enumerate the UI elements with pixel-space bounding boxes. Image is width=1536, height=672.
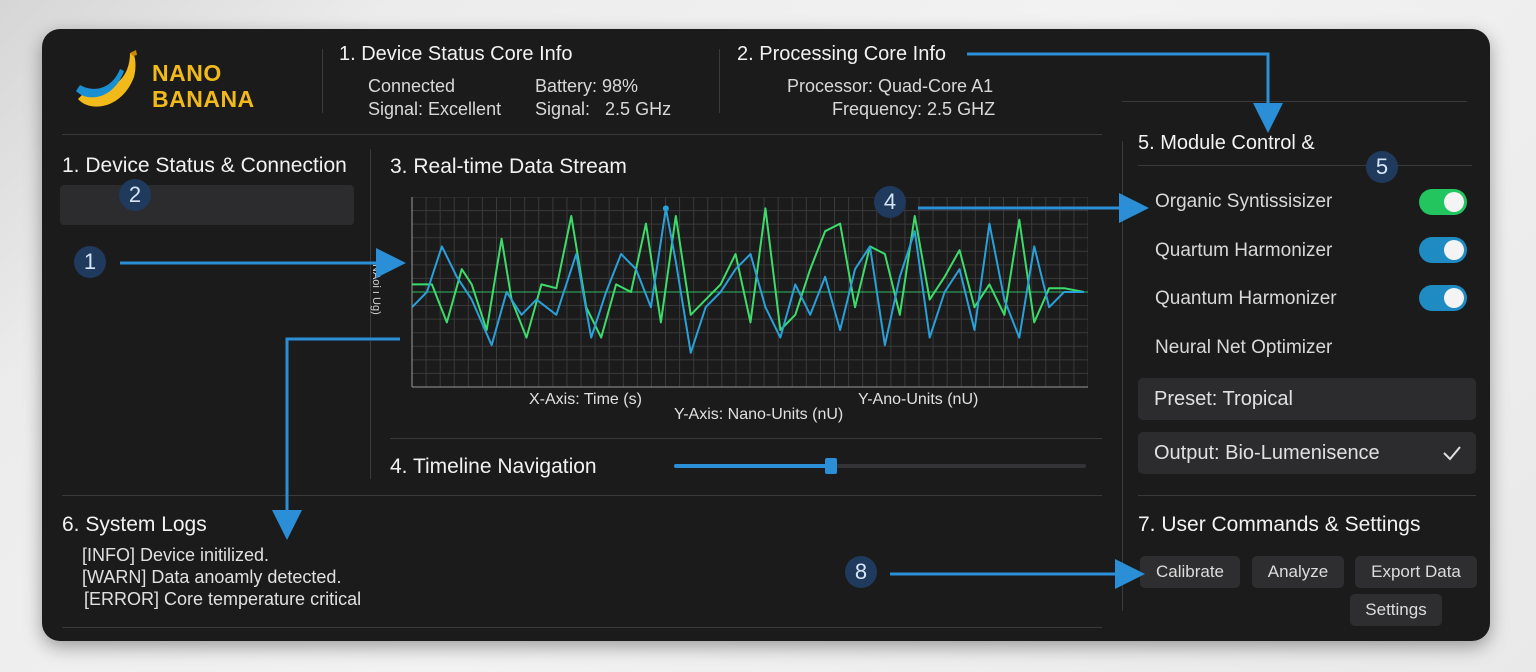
divider bbox=[370, 149, 371, 479]
module-label: Quantum Harmonizer bbox=[1155, 288, 1337, 309]
log-line: [WARN] Data anoamly detected. bbox=[82, 567, 342, 587]
device-status-title: 1. Device Status Core Info bbox=[339, 43, 573, 65]
module-label: Quartum Harmonizer bbox=[1155, 240, 1333, 261]
preset-select[interactable]: Preset: Tropical bbox=[1138, 378, 1476, 420]
output-label: Output: Bio-Lumenisence bbox=[1154, 441, 1380, 464]
module-toggle-organic[interactable] bbox=[1419, 189, 1467, 215]
series-line-blue bbox=[411, 207, 1084, 354]
timeline-progress bbox=[674, 464, 831, 468]
divider bbox=[1122, 141, 1123, 611]
commands-title: 7. User Commands & Settings bbox=[1138, 513, 1421, 536]
checkmark-icon bbox=[1443, 446, 1461, 461]
series-line-green bbox=[412, 207, 1085, 339]
module-toggle-quartum[interactable] bbox=[1419, 237, 1467, 263]
export-data-button[interactable]: Export Data bbox=[1355, 556, 1477, 588]
brand-name: NANO BANANA bbox=[152, 60, 255, 112]
timeline-track[interactable] bbox=[674, 458, 1086, 474]
dashboard-panel: NANO BANANA 1. Device Status Core Info C… bbox=[42, 29, 1490, 641]
divider bbox=[719, 49, 720, 113]
timeline-title: 4. Timeline Navigation bbox=[390, 455, 597, 478]
connection-status-field[interactable] bbox=[60, 185, 354, 225]
output-select[interactable]: Output: Bio-Lumenisence bbox=[1138, 432, 1476, 474]
divider bbox=[390, 438, 1102, 439]
module-toggle-quantum[interactable] bbox=[1419, 285, 1467, 311]
processing-title: 2. Processing Core Info bbox=[737, 43, 946, 65]
divider bbox=[1122, 101, 1467, 102]
banana-logo-icon bbox=[76, 50, 137, 107]
chart-grid bbox=[411, 197, 1088, 388]
analyze-button[interactable]: Analyze bbox=[1252, 556, 1344, 588]
annotation-badge-4: 4 bbox=[874, 186, 906, 218]
timeline-handle[interactable] bbox=[824, 458, 837, 474]
settings-button[interactable]: Settings bbox=[1350, 594, 1442, 626]
divider bbox=[62, 495, 1102, 496]
annotation-arrows bbox=[120, 52, 1283, 589]
log-line: [INFO] Device initilized. bbox=[82, 545, 270, 565]
status-battery: Battery: 98% bbox=[535, 76, 639, 96]
divider bbox=[1138, 165, 1472, 166]
stream-title: 3. Real-time Data Stream bbox=[390, 155, 627, 178]
module-control-title: 5. Module Control & bbox=[1138, 132, 1315, 154]
annotation-badge-8: 8 bbox=[845, 556, 877, 588]
annotation-badge-5: 5 bbox=[1366, 151, 1398, 183]
frequency-info: Frequency: 2.5 GHZ bbox=[832, 99, 996, 119]
brand-line1: NANO bbox=[152, 60, 222, 86]
status-signal-frequency: Signal: 2.5 GHz bbox=[535, 99, 672, 119]
data-stream-chart[interactable] bbox=[406, 197, 1088, 393]
logs-title: 6. System Logs bbox=[62, 513, 207, 536]
module-label: Organic Syntissisizer bbox=[1155, 191, 1333, 212]
calibrate-button[interactable]: Calibrate bbox=[1140, 556, 1240, 588]
highlight-point bbox=[662, 205, 669, 212]
log-line: [ERROR] Core temperature critical bbox=[84, 589, 362, 609]
annotation-badge-2: 2 bbox=[119, 179, 151, 211]
annotation-badge-1: 1 bbox=[74, 246, 106, 278]
y-axis-label: Y-Axis: Nano-Units (nU) bbox=[674, 406, 844, 423]
divider bbox=[1138, 495, 1476, 496]
x-axis-label: X-Axis: Time (s) bbox=[529, 391, 642, 408]
arrow-chart-to-logs bbox=[285, 337, 400, 527]
divider bbox=[62, 627, 1102, 628]
brand-line2: BANANA bbox=[152, 86, 255, 112]
module-label: Neural Net Optimizer bbox=[1155, 337, 1333, 358]
divider bbox=[322, 49, 323, 113]
status-signal-quality: Signal: Excellent bbox=[368, 99, 502, 119]
processor-info: Processor: Quad-Core A1 bbox=[787, 76, 994, 96]
status-connected: Connected bbox=[368, 76, 456, 96]
chart-lines bbox=[411, 205, 1085, 354]
y-units-label: Y-Ano-Units (nU) bbox=[858, 391, 979, 408]
divider bbox=[62, 134, 1102, 135]
arrow-processing-to-modules bbox=[967, 52, 1283, 133]
connection-title: 1. Device Status & Connection bbox=[62, 154, 347, 177]
